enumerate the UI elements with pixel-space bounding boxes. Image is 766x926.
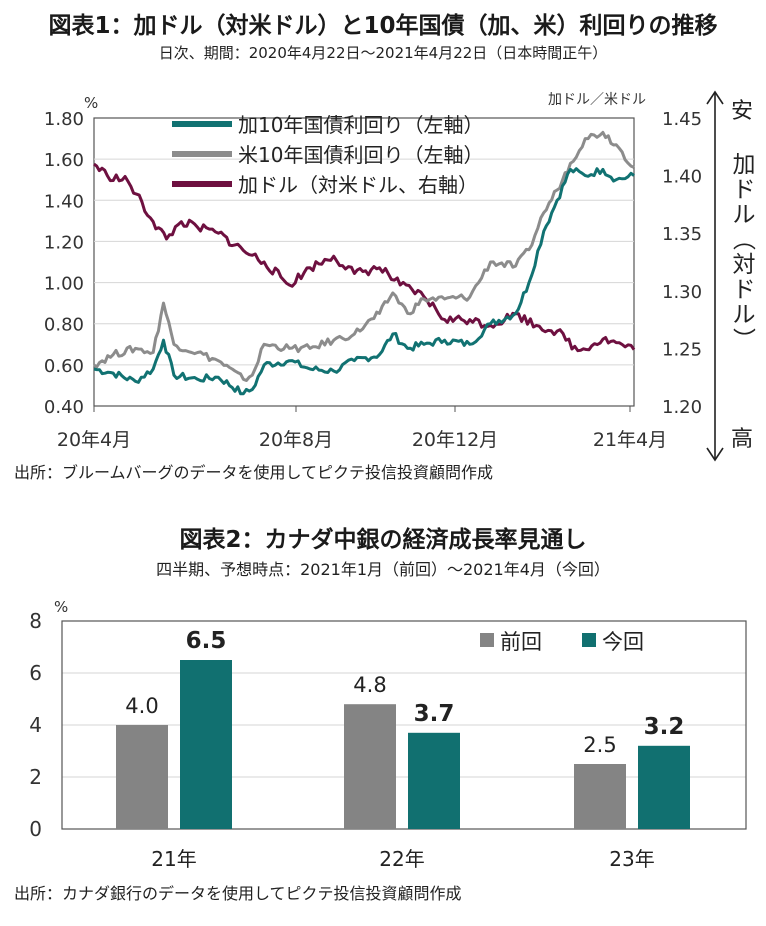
chart2-source: 出所：カナダ銀行のデータを使用してピクテ投信投資顧問作成 xyxy=(14,884,462,903)
left-tick-label: 1.40 xyxy=(44,191,84,212)
right-tick-label: 1.30 xyxy=(662,282,702,303)
bar-curr-label: 3.2 xyxy=(644,714,685,740)
right-axis-title-char: 対 xyxy=(733,252,756,278)
chart1-x-axis: 20年4月 20年8月 20年12月 21年4月 xyxy=(57,406,667,451)
y-tick-label: 4 xyxy=(29,713,42,737)
x-tick-label: 21年4月 xyxy=(593,429,667,451)
chart1-right-unit: 加ドル／米ドル xyxy=(548,92,646,108)
bar-curr-label: 3.7 xyxy=(414,701,455,727)
right-axis-title-char: ル xyxy=(733,202,756,228)
left-tick-label: 0.40 xyxy=(44,397,84,418)
right-axis-title-char: （ xyxy=(730,228,756,251)
right-tick-label: 1.45 xyxy=(662,109,702,130)
bar-prev-label: 2.5 xyxy=(583,733,616,757)
chart2-title: 図表2：カナダ中銀の経済成長率見通し xyxy=(179,527,587,553)
chart1-gridlines xyxy=(94,158,634,366)
bar-prev xyxy=(116,725,168,829)
left-tick-label: 0.60 xyxy=(44,356,84,377)
bar-prev-label: 4.8 xyxy=(353,673,386,697)
chart2-bars: 4.0 6.5 4.8 3.7 2.5 3.2 xyxy=(116,628,690,829)
chart1-left-axis: 1.80 1.60 1.40 1.20 1.00 0.80 0.60 0.40 xyxy=(44,109,84,418)
series-line xyxy=(93,162,636,353)
right-tick-label: 1.35 xyxy=(662,224,702,245)
x-category-label: 23年 xyxy=(609,847,654,871)
chart2-x-axis: 21年 22年 23年 xyxy=(151,847,654,871)
x-category-label: 21年 xyxy=(151,847,196,871)
legend-label: 今回 xyxy=(602,630,644,654)
chart2-y-axis: 8 6 4 2 0 xyxy=(29,609,42,841)
y-tick-label: 6 xyxy=(29,661,42,685)
right-axis-title-char: ド xyxy=(733,177,756,203)
left-tick-label: 1.80 xyxy=(44,109,84,130)
chart1-title: 図表1：加ドル（対米ドル）と10年国債（加、米）利回りの推移 xyxy=(48,13,718,39)
left-tick-label: 0.80 xyxy=(44,315,84,336)
chart1-right-arrow xyxy=(706,90,724,462)
bar-prev-label: 4.0 xyxy=(125,694,158,718)
right-axis-title-char: ル xyxy=(733,302,756,328)
right-tick-label: 1.25 xyxy=(662,339,702,360)
bar-curr xyxy=(638,745,690,829)
right-axis-title-char: ） xyxy=(730,328,756,351)
chart1-right-top-label: 安 xyxy=(731,99,753,124)
right-tick-label: 1.20 xyxy=(662,397,702,418)
right-axis-title-char: ド xyxy=(733,277,756,303)
series-line xyxy=(93,167,635,396)
y-tick-label: 2 xyxy=(29,765,42,789)
bar-curr-label: 6.5 xyxy=(186,628,227,654)
y-tick-label: 0 xyxy=(29,817,42,841)
left-tick-label: 1.00 xyxy=(44,274,84,295)
chart2-gridlines xyxy=(62,672,746,778)
right-tick-label: 1.40 xyxy=(662,167,702,188)
legend-swatch xyxy=(582,633,596,647)
x-tick-label: 20年8月 xyxy=(259,429,333,451)
legend-label: 米10年国債利回り（左軸） xyxy=(238,143,483,167)
legend-label: 加ドル（対米ドル、右軸） xyxy=(238,173,478,197)
chart1-right-axis: 1.45 1.40 1.35 1.30 1.25 1.20 xyxy=(662,109,702,418)
bar-curr xyxy=(180,660,232,829)
legend-label: 加10年国債利回り（左軸） xyxy=(238,113,483,137)
x-tick-label: 20年12月 xyxy=(412,429,498,451)
right-axis-title-char: 加 xyxy=(733,152,756,178)
chart1-plot-frame xyxy=(93,117,635,407)
chart1-legend: 加10年国債利回り（左軸） 米10年国債利回り（左軸） 加ドル（対米ドル、右軸） xyxy=(172,113,483,197)
bar-curr xyxy=(408,732,460,829)
bar-prev xyxy=(574,764,626,829)
x-tick-label: 20年4月 xyxy=(57,429,131,451)
series-line xyxy=(93,130,635,382)
chart1-line-chart: 1.801.601.401.201.000.800.600.40 1.451.4… xyxy=(44,90,756,462)
legend-label: 前回 xyxy=(500,630,542,654)
chart1-source: 出所：ブルームバーグのデータを使用してピクテ投信投資顧問作成 xyxy=(14,463,494,482)
chart2-unit: % xyxy=(54,598,68,616)
chart1-subtitle: 日次、期間：2020年4月22日～2021年4月22日（日本時間正午） xyxy=(158,44,608,62)
y-tick-label: 8 xyxy=(29,609,42,633)
chart1-right-axis-title: 加ドル（対ドル） xyxy=(730,152,756,351)
left-tick-label: 1.20 xyxy=(44,232,84,253)
bar-prev xyxy=(344,704,396,829)
chart1-right-bottom-label: 高 xyxy=(731,427,753,452)
chart2-subtitle: 四半期、予想時点：2021年1月（前回）～2021年4月（今回） xyxy=(156,560,610,579)
legend-swatch xyxy=(480,633,494,647)
x-category-label: 22年 xyxy=(379,847,424,871)
chart1-series-lines xyxy=(93,130,636,396)
chart1-left-unit: % xyxy=(84,94,98,112)
chart2-legend: 前回 今回 xyxy=(480,630,644,654)
left-tick-label: 1.60 xyxy=(44,150,84,171)
chart2-plot-frame xyxy=(61,620,747,830)
